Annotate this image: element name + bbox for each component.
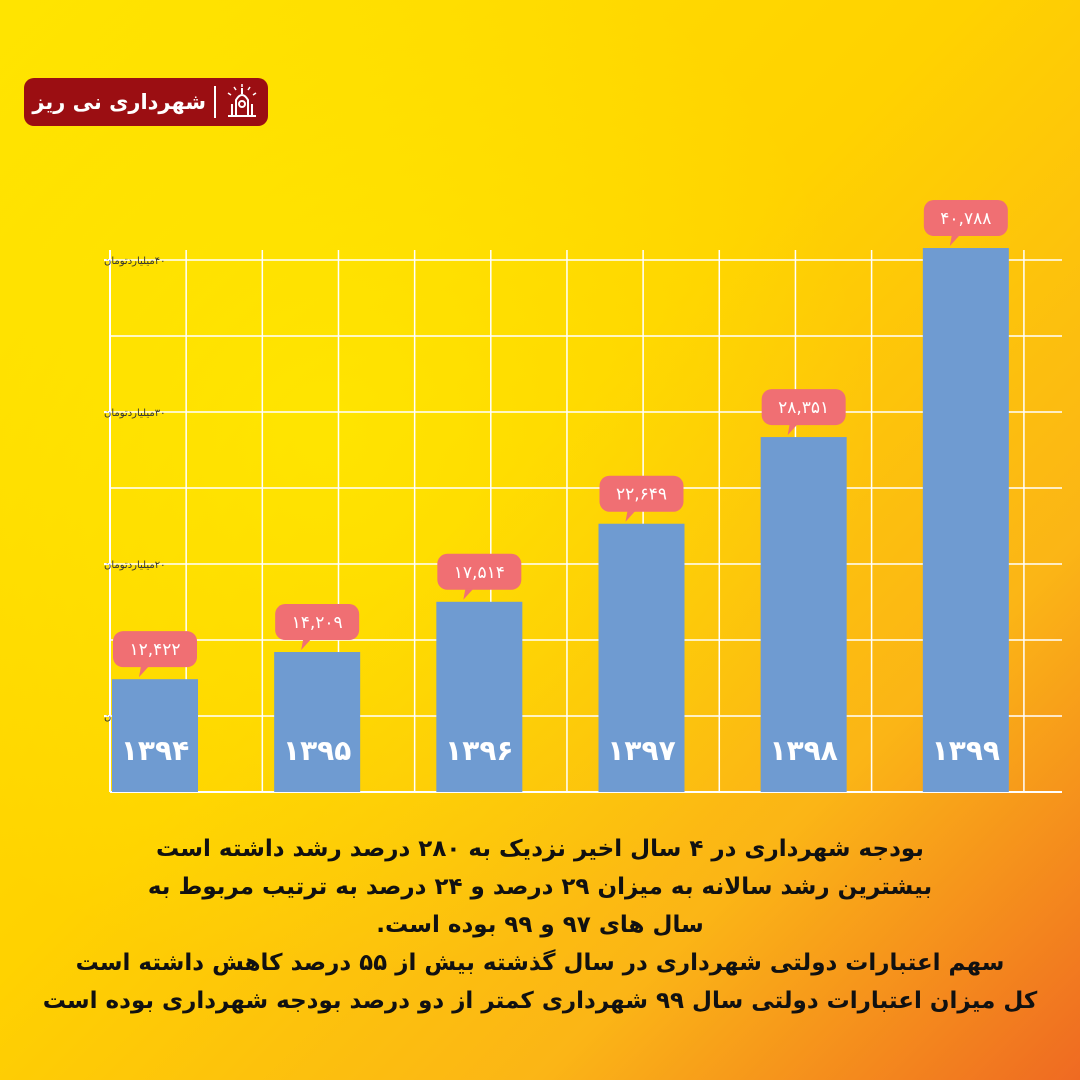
data-label: ۱۴,۲۰۹ [292,613,343,633]
caption-line: بودجه شهرداری در ۴ سال اخیر نزدیک به ۲۸۰… [156,836,924,862]
bar [112,679,198,792]
bar [274,652,361,792]
municipality-emblem-icon [227,84,257,117]
data-label: ۴۰,۷۸۸ [940,209,991,229]
y-tick-label: ۴۰میلیاردتومان [104,256,165,267]
y-tick-label: ۲۰میلیاردتومان [104,560,165,571]
value-label-pointer [949,235,960,247]
value-label-pointer [625,510,636,522]
data-label: ۱۷,۵۱۴ [454,563,505,583]
value-label-pointer [787,424,798,436]
x-tick-label: ۱۳۹۹ [932,734,1000,767]
budget-bar-chart: ۱۰میلیاردتومان۲۰میلیاردتومان۳۰میلیاردتوم… [104,200,1062,793]
data-label: ۲۲,۶۴۹ [616,485,667,505]
logo-text: شهرداری نی ریز [32,90,206,114]
logo-separator [214,86,216,118]
bar [922,248,1009,792]
x-tick-label: ۱۳۹۸ [769,734,837,767]
logo-badge: شهرداری نی ریز [24,78,268,126]
bar [760,437,847,792]
value-label-bubble [761,389,846,426]
chart-grid [109,250,1062,792]
data-label: ۲۸,۳۵۱ [778,398,829,418]
data-label: ۱۲,۴۲۲ [129,640,180,660]
caption: بودجه شهرداری در ۴ سال اخیر نزدیک به ۲۸۰… [0,830,1080,1020]
bars: ۱۳۹۴ ۱۲,۴۲۲ ۱۳۹۵ ۱۴,۲۰۹ ۱۳۹۶ ۱۷,۵۱۴ ۱۳۹۷ ۲۲,۶۴۹… [112,200,1009,792]
value-label-pointer [139,666,149,678]
value-label-pointer [463,588,474,600]
bar [598,523,685,792]
bar [436,601,523,792]
caption-line: سهم اعتبارات دولتی شهرداری در سال گذشته … [75,950,1005,976]
value-label-bubble [275,604,360,641]
value-label-pointer [301,639,312,651]
caption-line: سال های ۹۷ و ۹۹ بوده است. [376,912,704,938]
caption-line: بیشترین رشد سالانه به میزان ۲۹ درصد و ۲۴… [147,874,933,900]
x-tick-label: ۱۳۹۵ [283,734,351,767]
x-tick-label: ۱۳۹۴ [121,734,189,767]
caption-line: کل میزان اعتبارات دولتی سال ۹۹ شهرداری ک… [42,988,1038,1014]
value-label-bubble [437,553,522,590]
value-label-bubble [113,631,197,668]
value-label-bubble [923,200,1008,237]
y-tick-label: ۳۰میلیاردتومان [104,408,165,419]
x-tick-label: ۱۳۹۷ [607,734,675,767]
value-label-bubble [599,475,684,512]
y-axis: ۱۰میلیاردتومان۲۰میلیاردتومان۳۰میلیاردتوم… [104,250,1062,793]
x-tick-label: ۱۳۹۶ [445,734,513,767]
